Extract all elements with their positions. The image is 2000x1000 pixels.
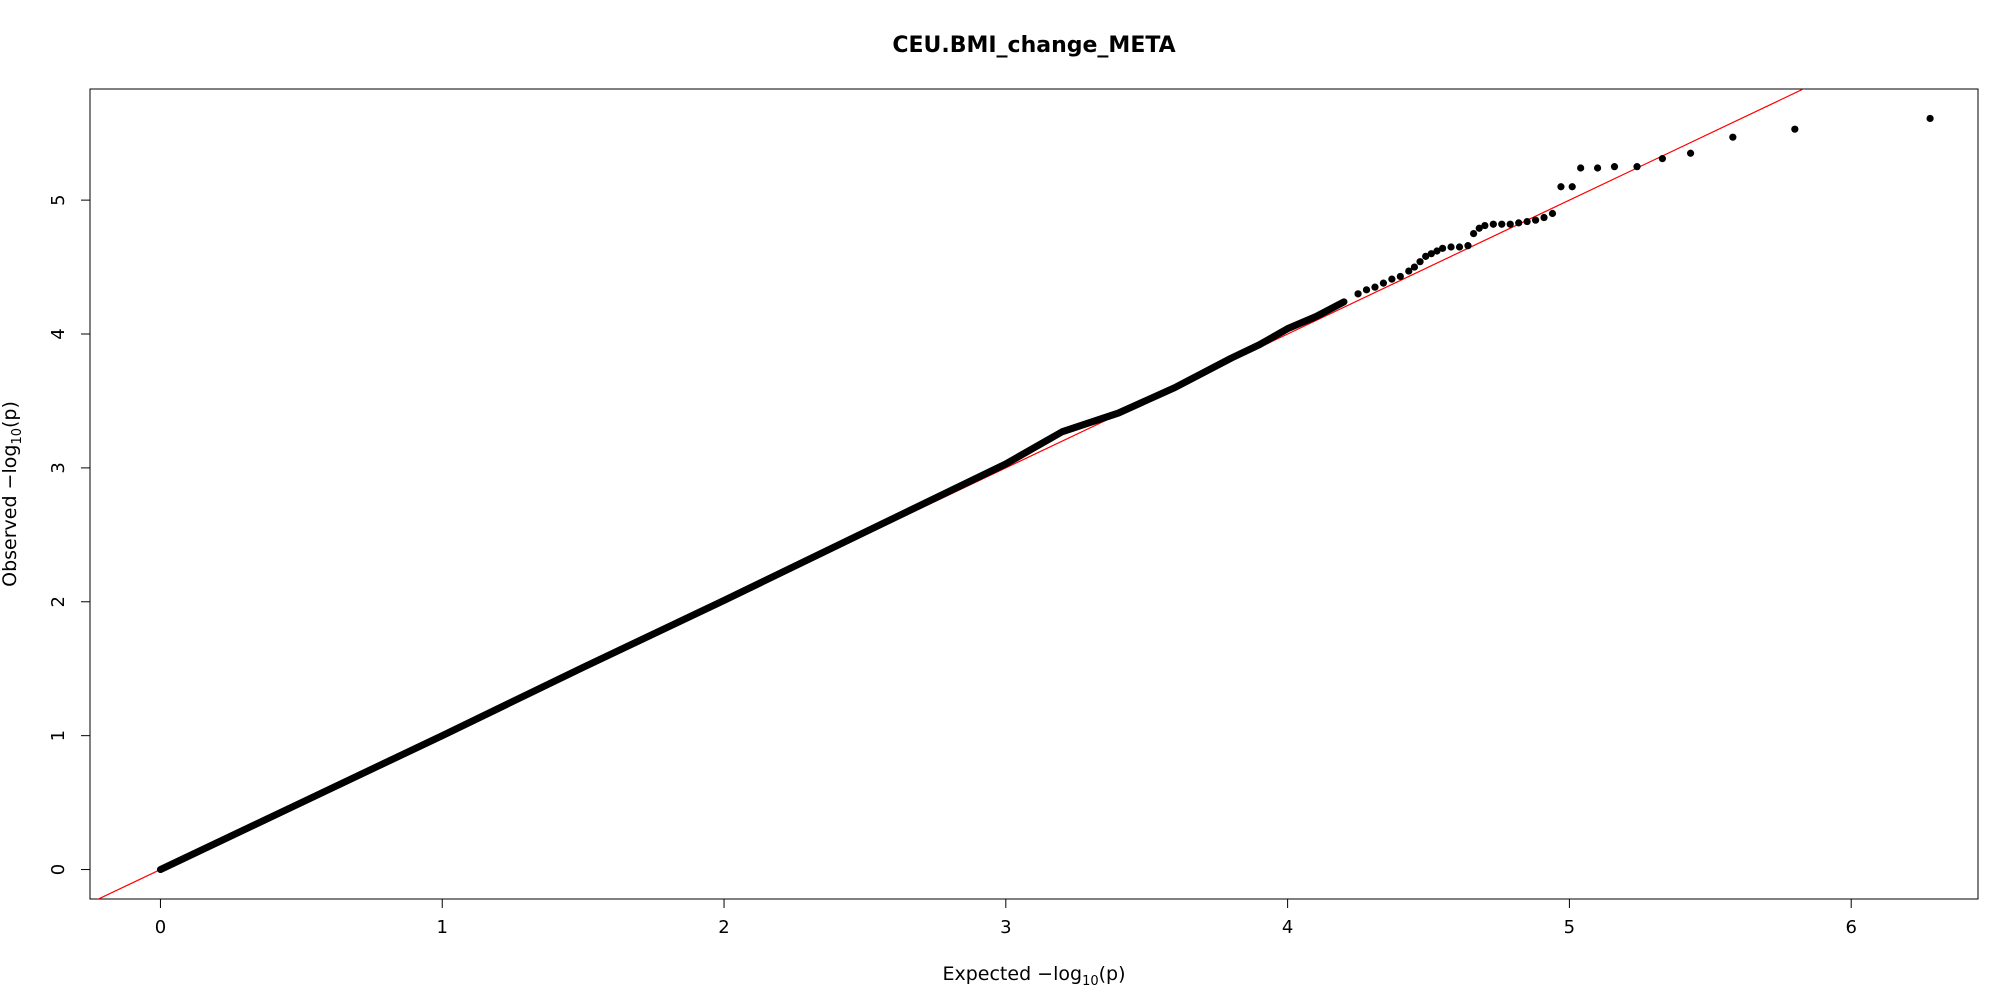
y-axis-label: Observed −log10(p) — [0, 401, 25, 587]
data-point — [1489, 220, 1497, 228]
data-point — [1447, 243, 1455, 251]
data-point — [1791, 125, 1799, 133]
data-point — [1633, 163, 1641, 171]
x-tick-label: 4 — [1282, 917, 1293, 938]
data-point — [1610, 163, 1619, 171]
data-point — [1427, 250, 1435, 258]
data-point — [1548, 209, 1557, 218]
data-point — [1481, 221, 1489, 230]
plot-area — [97, 89, 1934, 899]
data-point — [1729, 133, 1737, 141]
data-point — [1405, 267, 1413, 275]
data-point — [1926, 114, 1934, 123]
plot-frame — [89, 88, 1979, 900]
data-point — [1455, 243, 1464, 251]
data-point — [1577, 164, 1585, 172]
data-point — [1354, 290, 1362, 298]
x-tick-label: 6 — [1845, 917, 1856, 938]
y-tick-label: 1 — [48, 730, 69, 741]
data-point — [1523, 217, 1531, 226]
y-tick-label: 2 — [48, 596, 69, 607]
data-point — [1464, 242, 1472, 250]
x-axis: 0 1 2 3 4 5 6 — [155, 898, 1857, 938]
data-point — [1362, 286, 1371, 294]
x-axis-label: Expected −log10(p) — [942, 963, 1125, 989]
x-tick-label: 5 — [1564, 917, 1575, 938]
data-point — [1469, 229, 1478, 238]
data-point — [1506, 220, 1514, 228]
y-axis: 0 1 2 3 4 5 — [48, 194, 91, 875]
data-point — [1422, 252, 1430, 260]
data-point — [1475, 224, 1483, 232]
y-tick-label: 3 — [48, 462, 69, 473]
data-point — [1396, 272, 1404, 281]
data-point — [1568, 183, 1576, 191]
data-point — [1515, 219, 1523, 227]
y-tick-label: 0 — [48, 864, 69, 875]
data-point — [1531, 216, 1540, 224]
y-tick-label: 5 — [48, 194, 69, 205]
data-point — [1433, 247, 1441, 255]
x-tick-label: 3 — [1000, 917, 1011, 938]
data-point — [1557, 183, 1565, 191]
data-point — [1416, 258, 1424, 266]
data-point — [1388, 275, 1396, 283]
data-point — [1540, 213, 1548, 222]
data-point — [1593, 164, 1602, 172]
y-tick-label: 4 — [48, 328, 69, 339]
x-tick-label: 2 — [718, 917, 729, 938]
dense-point-band — [156, 298, 1348, 874]
data-point — [1658, 155, 1666, 163]
data-point — [1379, 279, 1388, 287]
x-tick-label: 0 — [155, 917, 166, 938]
data-point — [1438, 244, 1447, 252]
data-point — [1686, 149, 1695, 157]
data-point — [1371, 283, 1379, 291]
x-tick-label: 1 — [437, 917, 448, 938]
data-point — [1410, 263, 1419, 271]
scatter-points — [1354, 114, 1934, 298]
data-point — [1498, 220, 1506, 228]
chart-title: CEU.BMI_change_META — [892, 33, 1175, 58]
